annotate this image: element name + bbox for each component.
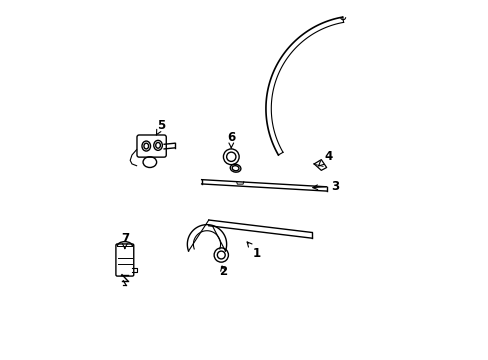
- Text: 4: 4: [318, 150, 332, 166]
- Text: 1: 1: [246, 242, 261, 260]
- Text: 6: 6: [227, 131, 235, 148]
- Text: 7: 7: [121, 233, 129, 249]
- Text: 3: 3: [312, 180, 339, 193]
- Text: 2: 2: [219, 265, 226, 278]
- Text: 5: 5: [156, 119, 165, 135]
